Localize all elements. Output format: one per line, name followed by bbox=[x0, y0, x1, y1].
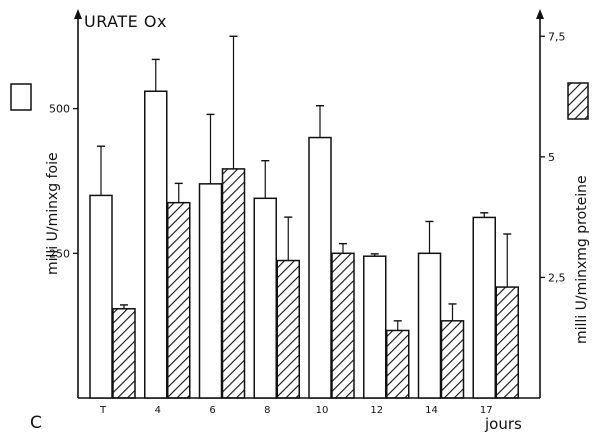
open-bar bbox=[417, 252, 442, 399]
category-label: 10 bbox=[316, 405, 329, 416]
category-label: 8 bbox=[264, 405, 270, 416]
x-axis-title: jours bbox=[484, 415, 522, 433]
category-label: T bbox=[99, 405, 107, 416]
right-axis-tick-label: 2,5 bbox=[548, 271, 566, 284]
hatched-bar bbox=[167, 201, 191, 399]
open-bar bbox=[253, 197, 277, 399]
hatched-bar bbox=[112, 308, 136, 399]
chart-title: URATE Ox bbox=[84, 12, 167, 31]
right-legend bbox=[567, 82, 589, 120]
open-bar bbox=[472, 216, 496, 399]
open-bar bbox=[89, 194, 113, 399]
left-axis-tick-label: 250 bbox=[49, 247, 70, 260]
open-bar bbox=[144, 90, 168, 399]
legend-hatched-swatch bbox=[567, 82, 589, 120]
legend-open-swatch bbox=[10, 83, 32, 111]
hatched-bar bbox=[221, 168, 246, 399]
hatched-bar bbox=[331, 252, 355, 399]
category-label: 12 bbox=[370, 405, 383, 416]
hatched-bar bbox=[386, 329, 410, 399]
category-label: 17 bbox=[480, 405, 493, 416]
left-axis-title: milli U/minxg foie bbox=[45, 152, 61, 275]
open-bar bbox=[308, 136, 332, 399]
right-axis-title: milli U/minxmg proteine bbox=[574, 175, 590, 344]
category-label: 14 bbox=[425, 405, 438, 416]
open-bar bbox=[198, 183, 223, 399]
hatched-bar bbox=[440, 320, 465, 399]
left-axis-arrow bbox=[74, 9, 82, 19]
right-axis-tick-label: 7,5 bbox=[548, 30, 566, 43]
right-axis-arrow bbox=[536, 9, 544, 19]
category-label: 6 bbox=[209, 405, 215, 416]
open-bar bbox=[363, 255, 387, 399]
hatched-bar bbox=[276, 259, 300, 399]
left-axis-tick-label: 500 bbox=[49, 103, 70, 116]
category-label: 4 bbox=[155, 405, 161, 416]
panel-label: C bbox=[30, 413, 42, 433]
left-legend bbox=[10, 83, 32, 111]
right-axis-tick-label: 5 bbox=[548, 151, 555, 164]
hatched-bar bbox=[495, 286, 519, 399]
